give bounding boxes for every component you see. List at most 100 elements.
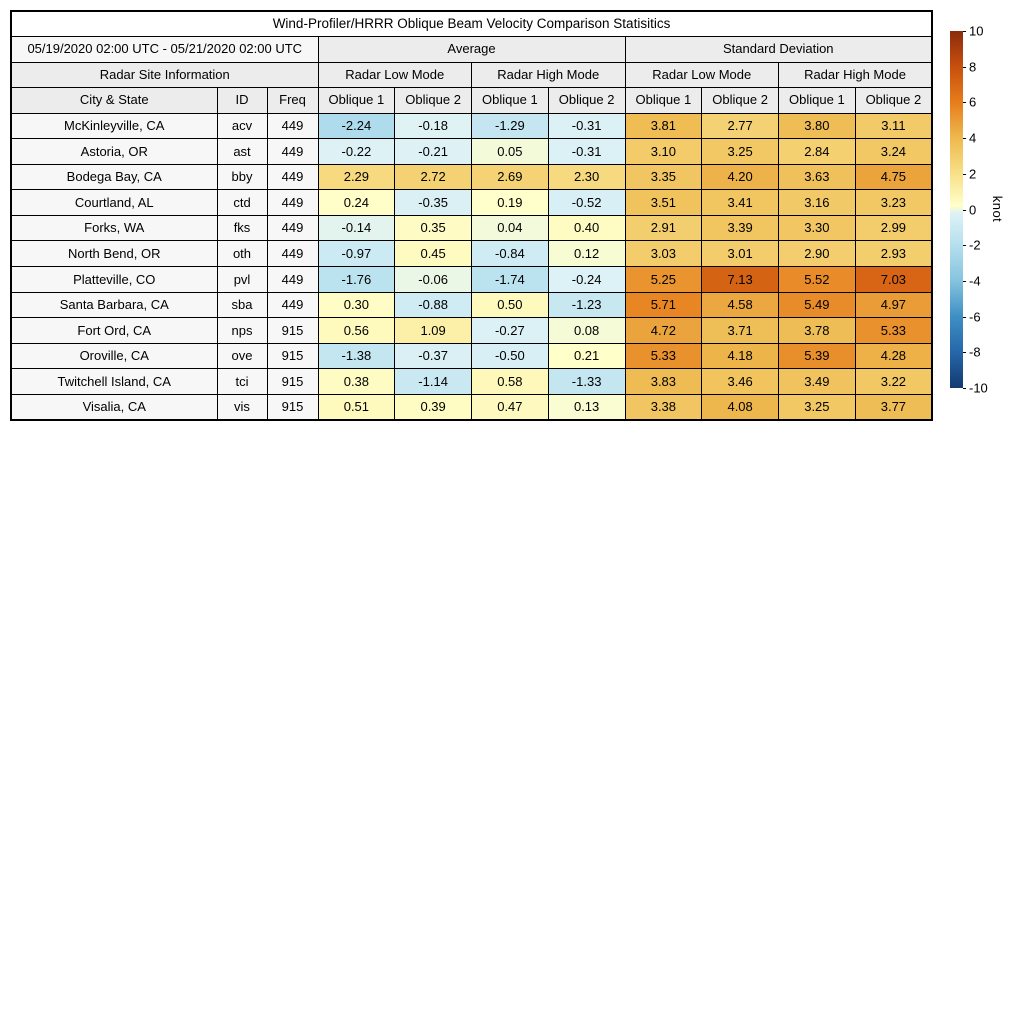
cell-avg-low-oblique1: 0.56 [317,317,396,344]
cell-avg-low-oblique2: -0.88 [394,291,472,319]
cell-sd-high-oblique1: 3.16 [778,189,856,216]
table-row: McKinleyville, CA acv 449 -2.24 -0.18 -1.29 -0… [10,112,933,140]
col-header-avg-high-oblique1: Oblique 1 [471,87,549,114]
cell-avg-high-oblique1: -1.74 [471,266,549,293]
colorbar-unit-label: knot [990,195,1005,223]
cell-freq: 449 [266,240,319,268]
cell-avg-low-oblique1: -2.24 [317,112,396,140]
cell-sd-high-oblique2: 4.28 [854,342,933,370]
cell-id: bby [216,163,268,191]
cell-avg-low-oblique2: -0.35 [394,189,472,216]
cell-avg-low-oblique1: 2.29 [317,163,396,191]
cell-avg-high-oblique2: -0.31 [547,138,626,165]
col-header-sd-low-oblique2: Oblique 2 [701,87,779,114]
cell-sd-low-oblique2: 3.25 [701,138,779,165]
cell-city: North Bend, OR [10,240,218,268]
col-header-avg-low-oblique1: Oblique 1 [317,87,396,114]
cell-sd-high-oblique1: 5.39 [778,342,856,370]
colorbar-tick-mark [963,352,966,354]
cell-avg-high-oblique2: -1.23 [547,291,626,319]
cell-sd-high-oblique2: 4.75 [854,163,933,191]
colorbar-tick-mark [963,66,966,68]
cell-id: oth [216,240,268,268]
cell-city: Forks, WA [10,214,218,242]
cell-sd-low-oblique1: 3.38 [624,394,703,421]
cell-city: Twitchell Island, CA [10,368,218,396]
cell-city: Fort Ord, CA [10,317,218,344]
cell-sd-high-oblique2: 2.99 [854,214,933,242]
cell-avg-high-oblique2: 0.13 [547,394,626,421]
table-row: Santa Barbara, CA sba 449 0.30 -0.88 0.50 -1.2… [10,291,933,319]
colorbar-tick-label: 8 [969,59,977,75]
table-row: Visalia, CA vis 915 0.51 0.39 0.47 0.13 3.38 4.0… [10,394,933,421]
colorbar-tick-label: -4 [969,273,981,289]
cell-avg-low-oblique2: 1.09 [394,317,472,344]
table-row: North Bend, OR oth 449 -0.97 0.45 -0.84 0.12 3.… [10,240,933,268]
cell-sd-high-oblique1: 2.90 [778,240,856,268]
cell-avg-high-oblique1: 0.19 [471,189,549,216]
cell-sd-high-oblique2: 3.24 [854,138,933,165]
cell-sd-low-oblique1: 3.81 [624,112,703,140]
cell-id: tci [216,368,268,396]
table-title: Wind-Profiler/HRRR Oblique Beam Velocity… [10,10,933,37]
cell-sd-low-oblique2: 3.46 [701,368,779,396]
col-header-city: City & State [10,87,218,114]
mode-header-sd-low: Radar Low Mode [624,61,779,88]
cell-sd-low-oblique1: 4.72 [624,317,703,344]
cell-sd-high-oblique1: 5.49 [778,291,856,319]
table-row: Bodega Bay, CA bby 449 2.29 2.72 2.69 2.30 3.35… [10,163,933,191]
group-header-std-dev: Standard Deviation [624,36,933,63]
cell-avg-low-oblique1: -0.14 [317,214,396,242]
cell-avg-low-oblique2: 0.45 [394,240,472,268]
cell-avg-high-oblique1: 2.69 [471,163,549,191]
cell-sd-high-oblique2: 3.22 [854,368,933,396]
cell-sd-low-oblique2: 4.08 [701,394,779,421]
cell-sd-low-oblique2: 3.01 [701,240,779,268]
cell-avg-low-oblique2: 0.39 [394,394,472,421]
cell-city: Courtland, AL [10,189,218,216]
cell-avg-low-oblique2: -0.37 [394,342,472,370]
col-header-freq: Freq [266,87,319,114]
cell-freq: 449 [266,112,319,140]
colorbar-tick-mark [963,102,966,104]
cell-sd-low-oblique2: 7.13 [701,266,779,293]
colorbar-tick-label: -10 [969,380,988,396]
colorbar-tick-label: -8 [969,344,981,360]
mode-header-row: Radar Site Information Radar Low Mode Ra… [10,61,933,88]
cell-avg-high-oblique1: 0.05 [471,138,549,165]
colorbar-tick-mark [963,388,966,389]
table-body: McKinleyville, CA acv 449 -2.24 -0.18 -1.29 -0… [10,112,933,421]
cell-sd-high-oblique1: 3.80 [778,112,856,140]
cell-id: nps [216,317,268,344]
colorbar-tick-label: 4 [969,130,977,146]
colorbar-tick-mark [963,316,966,318]
cell-sd-high-oblique2: 7.03 [854,266,933,293]
cell-id: ast [216,138,268,165]
mode-header-avg-low: Radar Low Mode [317,61,472,88]
cell-sd-low-oblique1: 2.91 [624,214,703,242]
cell-freq: 915 [266,368,319,396]
cell-avg-high-oblique1: 0.50 [471,291,549,319]
cell-sd-low-oblique1: 5.71 [624,291,703,319]
col-header-sd-high-oblique2: Oblique 2 [854,87,933,114]
cell-id: ctd [216,189,268,216]
col-header-avg-high-oblique2: Oblique 2 [547,87,626,114]
cell-freq: 449 [266,163,319,191]
cell-avg-high-oblique1: -0.84 [471,240,549,268]
cell-avg-low-oblique1: -0.22 [317,138,396,165]
cell-avg-high-oblique1: 0.04 [471,214,549,242]
cell-avg-low-oblique2: -1.14 [394,368,472,396]
colorbar-tick-label: -6 [969,309,981,325]
cell-freq: 915 [266,342,319,370]
colorbar-tick-mark [963,209,966,211]
cell-avg-high-oblique2: 0.12 [547,240,626,268]
cell-freq: 915 [266,317,319,344]
cell-sd-low-oblique2: 4.20 [701,163,779,191]
cell-sd-high-oblique1: 5.52 [778,266,856,293]
cell-city: Santa Barbara, CA [10,291,218,319]
colorbar-tick-label: 2 [969,166,977,182]
cell-sd-low-oblique2: 3.41 [701,189,779,216]
cell-avg-high-oblique1: -1.29 [471,112,549,140]
cell-avg-low-oblique2: 0.35 [394,214,472,242]
cell-avg-low-oblique1: 0.51 [317,394,396,421]
